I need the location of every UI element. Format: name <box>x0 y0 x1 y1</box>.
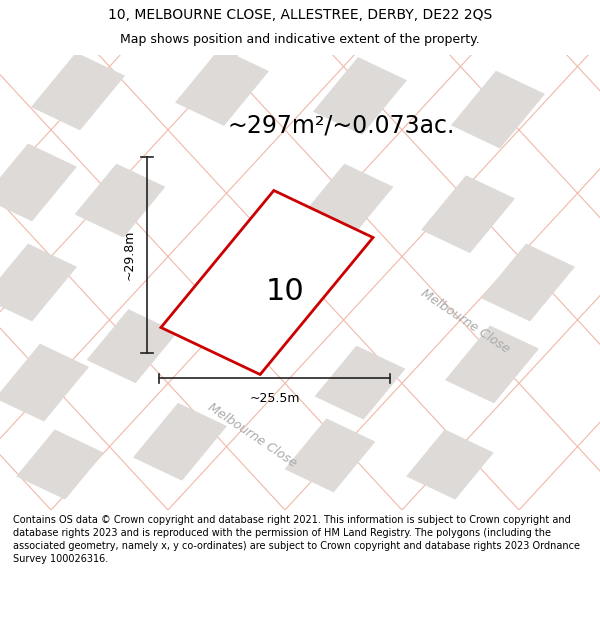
Polygon shape <box>161 191 373 374</box>
Polygon shape <box>0 244 76 321</box>
Text: Contains OS data © Crown copyright and database right 2021. This information is : Contains OS data © Crown copyright and d… <box>13 514 580 564</box>
Text: ~29.8m: ~29.8m <box>122 230 136 281</box>
Polygon shape <box>303 164 393 237</box>
Polygon shape <box>17 430 103 499</box>
Text: 10, MELBOURNE CLOSE, ALLESTREE, DERBY, DE22 2QS: 10, MELBOURNE CLOSE, ALLESTREE, DERBY, D… <box>108 8 492 22</box>
Text: Map shows position and indicative extent of the property.: Map shows position and indicative extent… <box>120 33 480 46</box>
Polygon shape <box>0 344 88 421</box>
Polygon shape <box>482 244 574 321</box>
Polygon shape <box>32 53 124 130</box>
Polygon shape <box>452 71 544 148</box>
Polygon shape <box>314 58 406 134</box>
Polygon shape <box>0 144 76 221</box>
Polygon shape <box>407 430 493 499</box>
Text: 10: 10 <box>266 277 304 306</box>
Polygon shape <box>87 309 177 382</box>
Polygon shape <box>422 176 514 253</box>
Polygon shape <box>75 164 165 237</box>
Text: ~297m²/~0.073ac.: ~297m²/~0.073ac. <box>228 114 455 138</box>
Polygon shape <box>134 403 226 480</box>
Text: Melbourne Close: Melbourne Close <box>418 287 512 356</box>
Text: Melbourne Close: Melbourne Close <box>205 401 299 469</box>
Polygon shape <box>446 326 538 403</box>
Text: ~25.5m: ~25.5m <box>249 392 300 405</box>
Polygon shape <box>315 346 405 419</box>
Polygon shape <box>176 48 268 126</box>
Polygon shape <box>285 419 375 492</box>
